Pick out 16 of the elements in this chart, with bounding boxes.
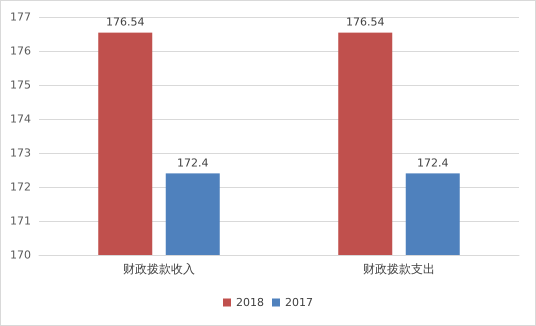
y-tick-label: 177 <box>10 10 31 24</box>
y-tick-label: 174 <box>10 112 31 126</box>
x-tick-label: 财政拨款支出 <box>363 262 435 276</box>
y-tick-label: 171 <box>10 214 31 228</box>
y-tick-label: 176 <box>10 44 31 58</box>
data-label: 176.54 <box>106 16 144 29</box>
y-tick-label: 172 <box>10 180 31 194</box>
data-label: 172.4 <box>417 156 448 170</box>
data-label: 172.4 <box>177 156 208 170</box>
y-tick-label: 175 <box>10 78 31 92</box>
legend-label: 2017 <box>285 296 313 309</box>
y-tick-label: 173 <box>10 146 31 160</box>
x-tick-label: 财政拨款收入 <box>123 262 195 276</box>
y-tick-label: 170 <box>10 248 31 262</box>
legend-label: 2018 <box>236 296 264 309</box>
data-label: 176.54 <box>346 16 384 29</box>
